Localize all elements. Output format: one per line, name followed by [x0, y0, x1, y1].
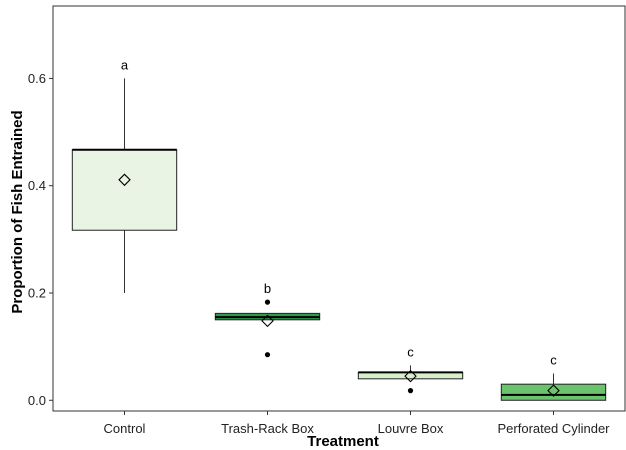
x-tick-label: Control: [104, 421, 146, 436]
mean-marker: [118, 173, 131, 187]
x-tick-label: Louvre Box: [378, 421, 444, 436]
box-group: b: [214, 281, 321, 358]
box-iqr: [71, 149, 178, 231]
x-tick-label: Perforated Cylinder: [498, 421, 611, 436]
box-iqr: [500, 383, 607, 401]
significance-letter: a: [121, 57, 129, 72]
y-tick-label: 0.6: [28, 71, 46, 86]
y-tick-label: 0.2: [28, 285, 46, 300]
mean-marker: [261, 314, 274, 328]
boxes-layer: a b c c: [71, 57, 607, 401]
significance-letter: b: [264, 281, 271, 296]
mean-marker: [404, 369, 417, 383]
x-tick-label: Trash-Rack Box: [221, 421, 314, 436]
box-group: c: [500, 352, 607, 401]
significance-letter: c: [407, 344, 414, 359]
outlier-point: [264, 299, 271, 305]
y-tick-label: 0.0: [28, 393, 46, 408]
outlier-point: [264, 352, 271, 358]
y-tick-label: 0.4: [28, 178, 46, 193]
x-axis: Control Trash-Rack Box Louvre Box Perforate…: [104, 411, 611, 436]
y-axis: 0.0 0.2 0.4 0.6: [28, 71, 53, 408]
significance-letter: c: [550, 352, 557, 367]
x-axis-title: Treatment: [307, 433, 379, 450]
outlier-point: [407, 388, 414, 394]
box-group: a: [71, 57, 178, 293]
mean-marker: [547, 384, 560, 397]
box-group: c: [357, 344, 464, 394]
y-axis-title: Proportion of Fish Entrained: [9, 110, 26, 313]
